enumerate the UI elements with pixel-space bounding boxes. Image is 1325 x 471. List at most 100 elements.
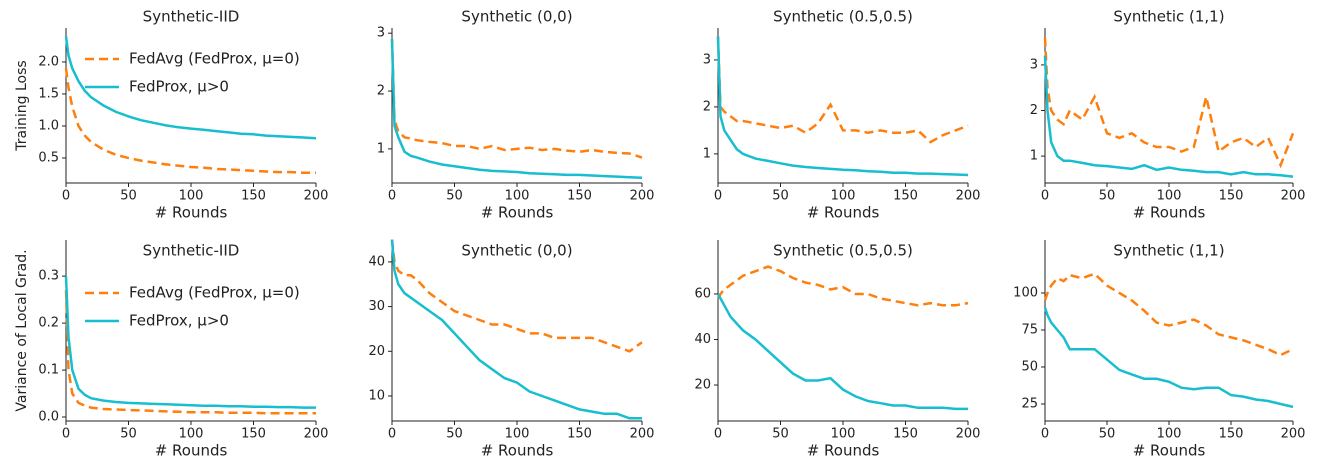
x-tick-label: 150 <box>241 189 266 204</box>
series-line <box>1043 307 1294 409</box>
series-line <box>1043 272 1294 357</box>
series-line <box>390 239 642 420</box>
subplot: Synthetic (1,1) 0 50 100 150 200 1 2 3 # Rounds <box>1030 8 1306 222</box>
series-line <box>716 36 969 144</box>
x-axis-label: # Rounds <box>1133 442 1206 460</box>
y-tick-label: 0.1 <box>38 363 59 378</box>
x-tick-label: 0 <box>1041 189 1049 204</box>
y-tick-label: 0.0 <box>38 410 59 425</box>
x-tick-label: 100 <box>179 427 204 442</box>
x-tick-label: 150 <box>567 427 592 442</box>
x-tick-label: 100 <box>505 427 530 442</box>
x-tick-label: 150 <box>241 427 266 442</box>
x-tick-label: 150 <box>893 189 918 204</box>
x-tick-label: 200 <box>956 189 981 204</box>
y-tick-label: 30 <box>368 299 385 314</box>
y-tick-label: 1.5 <box>38 86 59 101</box>
x-axis-label: # Rounds <box>481 442 554 460</box>
series-line <box>64 290 316 415</box>
y-tick-label: 2 <box>1030 103 1038 118</box>
x-tick-label: 0 <box>388 427 396 442</box>
series-line <box>716 293 968 411</box>
series-line <box>390 239 643 353</box>
series-line <box>390 38 643 180</box>
series-line <box>1043 55 1294 178</box>
chart-title: Synthetic (0.5,0.5) <box>773 8 913 26</box>
subplot: Synthetic-IID 0 50 100 150 200 0.0 0.1 0.2 0.3 # R… <box>14 240 328 460</box>
x-tick-label: 0 <box>62 189 70 204</box>
subplot: Synthetic-IID 0 50 100 150 200 0.5 1.0 1.5 2.0 # R… <box>14 8 328 222</box>
y-tick-label: 0.3 <box>38 269 59 284</box>
y-axis-label: Variance of Local Grad. <box>14 249 30 411</box>
y-tick-label: 1 <box>1030 149 1038 164</box>
chart-title: Synthetic-IID <box>143 8 240 26</box>
x-tick-label: 200 <box>630 427 655 442</box>
y-tick-label: 2.0 <box>38 54 59 69</box>
x-tick-label: 50 <box>120 189 137 204</box>
x-tick-label: 0 <box>62 427 70 442</box>
chart-title: Synthetic (0.5,0.5) <box>773 242 913 260</box>
x-tick-label: 0 <box>714 427 722 442</box>
x-tick-label: 50 <box>1099 427 1116 442</box>
subplot: Synthetic (0,0) 0 50 100 150 200 1 2 3 # Rounds <box>377 8 655 222</box>
x-tick-label: 200 <box>630 189 655 204</box>
x-axis-label: # Rounds <box>807 442 880 460</box>
x-tick-label: 100 <box>179 189 204 204</box>
x-tick-label: 200 <box>304 427 329 442</box>
legend-label: FedProx, μ>0 <box>129 312 229 330</box>
x-tick-label: 100 <box>1157 189 1182 204</box>
x-tick-label: 200 <box>304 189 329 204</box>
subplot: Synthetic (0,0) 0 50 100 150 200 10 20 30 40 # Rou… <box>368 239 655 460</box>
y-tick-label: 3 <box>1030 57 1038 72</box>
subplot: Synthetic (0.5,0.5) 0 50 100 150 200 20 40 60 # R… <box>694 240 980 460</box>
x-axis-label: # Rounds <box>1133 204 1206 222</box>
series-line <box>64 276 316 409</box>
x-axis-label: # Rounds <box>155 204 228 222</box>
x-tick-label: 200 <box>1281 427 1306 442</box>
y-tick-label: 0.2 <box>38 316 59 331</box>
x-axis-label: # Rounds <box>481 204 554 222</box>
legend-label: FedProx, μ>0 <box>129 78 229 96</box>
y-tick-label: 2 <box>703 99 711 114</box>
x-tick-label: 0 <box>388 189 396 204</box>
y-tick-label: 40 <box>368 254 385 269</box>
x-tick-label: 200 <box>956 427 981 442</box>
y-tick-label: 40 <box>694 332 711 347</box>
x-tick-label: 50 <box>772 189 789 204</box>
chart-title: Synthetic (0,0) <box>461 242 572 260</box>
legend-label: FedAvg (FedProx, μ=0) <box>129 50 300 68</box>
y-tick-label: 50 <box>1021 359 1038 374</box>
chart-title: Synthetic-IID <box>143 242 240 260</box>
x-tick-label: 50 <box>120 427 137 442</box>
x-tick-label: 150 <box>567 189 592 204</box>
series-line <box>390 38 643 159</box>
x-tick-label: 150 <box>1219 427 1244 442</box>
y-tick-label: 3 <box>703 52 711 67</box>
x-axis-label: # Rounds <box>155 442 228 460</box>
x-tick-label: 100 <box>505 189 530 204</box>
x-axis-label: # Rounds <box>807 204 880 222</box>
x-tick-label: 50 <box>446 189 463 204</box>
chart-title: Synthetic (1,1) <box>1113 242 1224 260</box>
x-tick-label: 50 <box>772 427 789 442</box>
y-tick-label: 20 <box>368 344 385 359</box>
x-tick-label: 150 <box>1219 189 1244 204</box>
x-tick-label: 150 <box>893 427 918 442</box>
y-tick-label: 1.0 <box>38 118 59 133</box>
x-tick-label: 100 <box>831 189 856 204</box>
y-axis-label: Training Loss <box>14 60 30 151</box>
series-line <box>1043 37 1295 169</box>
series-line <box>64 36 317 140</box>
series-line <box>716 265 969 307</box>
chart-title: Synthetic (1,1) <box>1113 8 1224 26</box>
y-tick-label: 0.5 <box>38 151 59 166</box>
chart-title: Synthetic (0,0) <box>461 8 572 26</box>
y-tick-label: 3 <box>377 26 385 41</box>
x-tick-label: 200 <box>1281 189 1306 204</box>
x-tick-label: 0 <box>1041 427 1049 442</box>
x-tick-label: 100 <box>831 427 856 442</box>
series-line <box>716 36 969 177</box>
x-tick-label: 50 <box>446 427 463 442</box>
